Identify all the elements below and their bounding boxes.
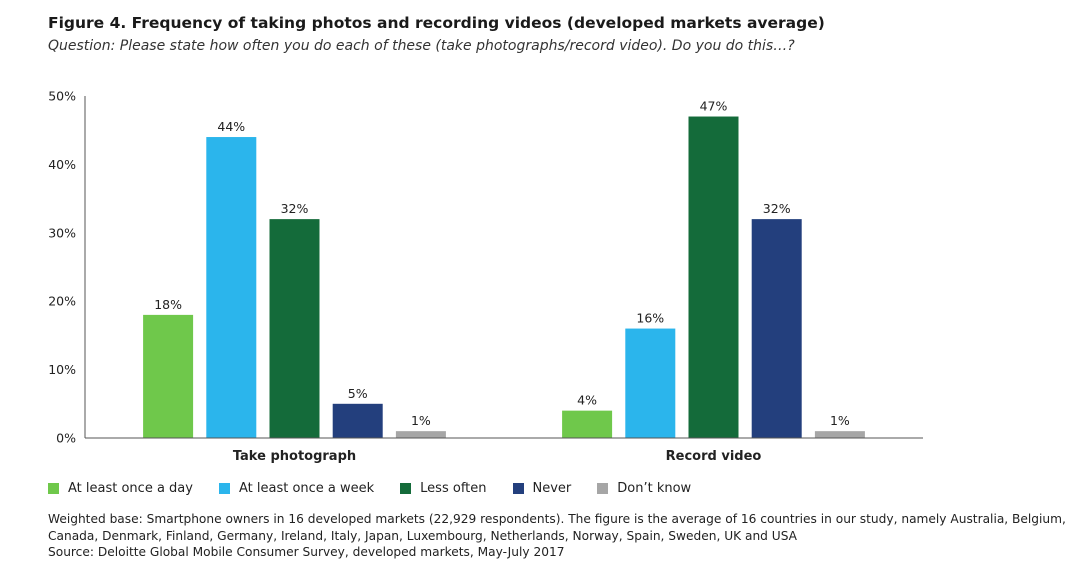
legend-item-less-often: Less often <box>400 481 487 496</box>
y-tick-label: 30% <box>48 225 76 240</box>
data-label: 5% <box>348 386 368 401</box>
bar <box>395 431 446 438</box>
legend-item-at-least-once-a-week: At least once a week <box>218 481 375 496</box>
legend-label: Don’t know <box>617 481 692 496</box>
footnote-line: Weighted base: Smartphone owners in 16 d… <box>48 512 1066 526</box>
y-tick-label: 20% <box>48 294 76 309</box>
bar <box>688 116 739 439</box>
legend-item-dont-know: Don’t know <box>597 481 691 496</box>
data-label: 44% <box>217 119 245 134</box>
data-label: 32% <box>763 201 791 216</box>
x-category-label: Record video <box>666 449 762 464</box>
legend-label: At least once a week <box>238 481 375 496</box>
legend-swatch <box>400 483 412 494</box>
y-tick-label: 10% <box>48 362 76 377</box>
chart-title: Figure 4. Frequency of taking photos and… <box>48 14 825 32</box>
bar <box>625 328 676 438</box>
data-label: 1% <box>411 413 431 428</box>
footnote-line: Canada, Denmark, Finland, Germany, Irela… <box>48 528 798 543</box>
bar <box>751 219 802 438</box>
data-label: 32% <box>281 201 309 216</box>
chart-subtitle: Question: Please state how often you do … <box>48 38 795 54</box>
legend-swatch <box>48 483 59 494</box>
bar <box>814 431 865 438</box>
bar <box>143 314 194 438</box>
legend-item-never: Never <box>512 481 572 496</box>
legend-swatch <box>597 483 609 494</box>
legend-label: Never <box>532 481 572 496</box>
bar <box>269 219 320 438</box>
data-label: 16% <box>636 311 664 326</box>
chart-footnote: Weighted base: Smartphone owners in 16 d… <box>48 511 1078 561</box>
y-tick-label: 50% <box>48 89 76 104</box>
chart-legend: At least once a day At least once a week… <box>48 481 717 496</box>
legend-label: Less often <box>420 481 487 496</box>
data-label: 18% <box>154 297 182 312</box>
y-tick-label: 40% <box>48 157 76 172</box>
bar-chart: 0% 10% 20% 30% 40% 50% 18% 44% 32% 5% 1% Take photo… <box>48 89 923 464</box>
legend-label: At least once a day <box>68 481 193 496</box>
data-label: 4% <box>577 393 597 408</box>
bar <box>206 137 257 439</box>
x-category-label: Take photograph <box>233 449 356 464</box>
bar <box>332 403 383 438</box>
legend-swatch <box>512 483 524 494</box>
legend-swatch <box>218 483 230 494</box>
data-label: 47% <box>700 99 728 114</box>
legend-item-at-least-once-a-day: At least once a day <box>48 481 193 496</box>
data-label: 1% <box>830 413 850 428</box>
bar <box>562 410 613 438</box>
y-tick-label: 0% <box>56 431 76 446</box>
footnote-source: Source: Deloitte Global Mobile Consumer … <box>48 545 565 559</box>
